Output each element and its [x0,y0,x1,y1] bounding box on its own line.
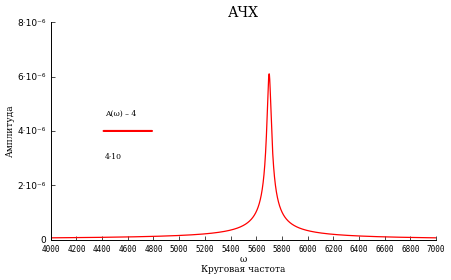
Y-axis label: Амплитуда: Амплитуда [5,105,14,157]
X-axis label: ω
Круговая частота: ω Круговая частота [201,255,285,274]
Text: 4·10: 4·10 [105,153,122,161]
Title: АЧХ: АЧХ [228,6,259,20]
Text: A(ω) – 4: A(ω) – 4 [105,110,136,118]
